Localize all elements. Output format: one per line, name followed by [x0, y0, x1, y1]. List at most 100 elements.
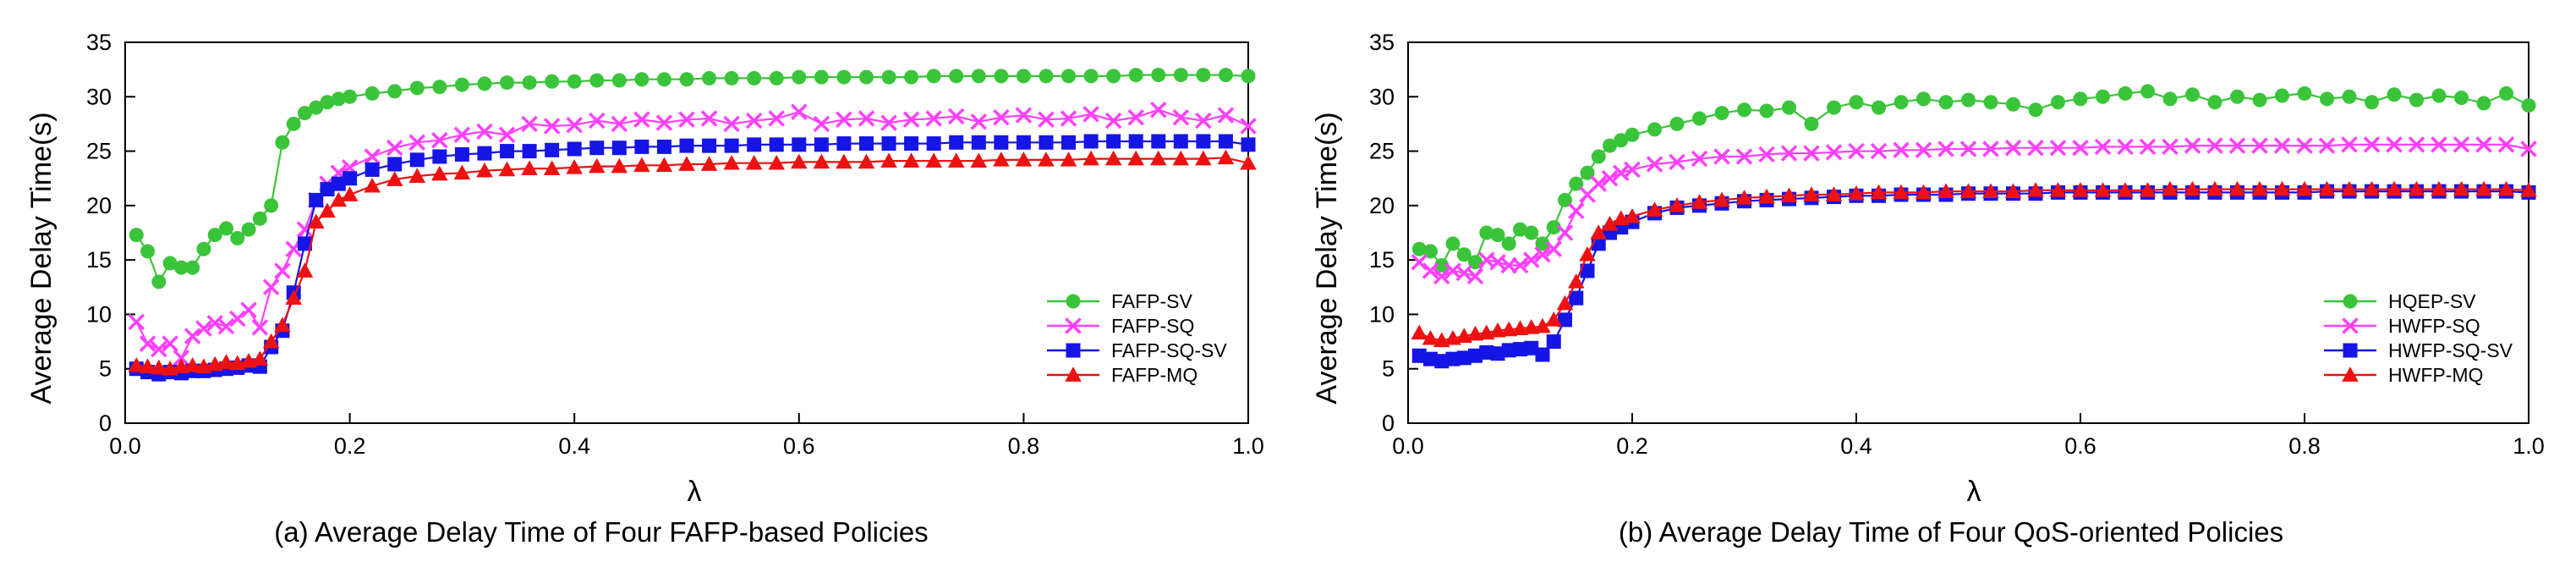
data-point: [185, 260, 200, 275]
data-point: [2431, 88, 2447, 103]
data-point: [836, 69, 852, 85]
data-point: [1128, 134, 1143, 149]
ytick-label: 5: [1382, 356, 1395, 382]
data-point: [453, 126, 471, 144]
data-point: [1804, 116, 1819, 131]
data-point: [2497, 180, 2515, 196]
data-point: [343, 89, 358, 104]
data-point: [1106, 134, 1121, 149]
data-point: [836, 111, 852, 129]
data-point: [1524, 225, 1539, 240]
data-point: [522, 144, 537, 159]
data-point: [1511, 256, 1529, 274]
data-point: [2028, 102, 2043, 118]
ytick-label: 30: [86, 84, 112, 109]
data-point: [1524, 340, 1539, 355]
data-point: [2206, 180, 2223, 196]
data-point: [1603, 138, 1617, 153]
data-point: [2117, 182, 2134, 197]
data-point: [1534, 245, 1551, 263]
data-point: [1893, 184, 1910, 200]
data-point: [2206, 137, 2223, 154]
data-point: [319, 202, 336, 218]
plot-frame-b: [1407, 41, 2529, 424]
data-point: [1545, 240, 1562, 258]
data-point: [1848, 185, 1865, 201]
data-point: [971, 135, 986, 150]
data-point: [2408, 136, 2425, 153]
data-point: [769, 137, 784, 152]
data-point: [1511, 320, 1529, 335]
data-point: [902, 152, 920, 168]
data-point: [1456, 350, 1472, 366]
data-point: [769, 70, 784, 85]
data-point: [307, 213, 325, 229]
data-point: [498, 161, 516, 177]
legend-label: HWFP-SQ-SV: [2388, 339, 2513, 361]
data-point: [2140, 84, 2155, 99]
data-point: [1692, 111, 1707, 126]
data-point: [139, 335, 156, 352]
data-point: [655, 114, 673, 131]
data-point: [2228, 180, 2246, 196]
ytick-label: 25: [86, 139, 112, 164]
data-point: [431, 165, 448, 181]
data-point: [588, 157, 606, 174]
data-point: [1240, 118, 1257, 135]
data-point: [2521, 98, 2536, 113]
data-point: [2365, 95, 2379, 110]
data-point: [2273, 180, 2291, 196]
data-point: [724, 70, 739, 85]
data-point: [386, 171, 403, 186]
data-point: [1782, 100, 1796, 115]
legend-label: FAFP-SQ-SV: [1111, 339, 1227, 361]
data-point: [1411, 348, 1427, 363]
data-point: [1523, 251, 1540, 268]
series-FAFP-SQ: [128, 101, 1257, 366]
data-point: [880, 114, 897, 131]
data-point: [2275, 88, 2289, 103]
data-point: [2162, 91, 2178, 107]
data-point: [925, 152, 942, 168]
data-point: [1241, 137, 1256, 152]
data-point: [2475, 180, 2492, 196]
data-point: [219, 221, 234, 236]
data-point: [1803, 186, 1820, 201]
data-point: [2228, 137, 2246, 154]
data-point: [1489, 322, 1506, 338]
data-point: [477, 146, 492, 161]
data-point: [1937, 183, 1954, 198]
data-point: [275, 135, 290, 150]
data-point: [858, 153, 875, 169]
data-point: [341, 186, 359, 201]
data-point: [409, 80, 425, 96]
data-point: [655, 157, 673, 173]
data-point: [926, 136, 941, 152]
data-point: [2252, 92, 2267, 107]
data-point: [1434, 354, 1450, 369]
data-point: [1423, 351, 1438, 366]
ytick-label: 35: [1369, 30, 1395, 55]
data-point: [881, 69, 896, 85]
data-point: [2476, 96, 2491, 111]
xtick-label: 0.2: [334, 433, 366, 459]
data-point: [813, 153, 830, 169]
data-point: [702, 138, 717, 153]
data-point: [949, 135, 964, 150]
data-point: [2072, 182, 2089, 197]
data-point: [925, 110, 942, 127]
data-point: [881, 136, 896, 152]
data-point: [2363, 180, 2381, 196]
data-point: [1735, 190, 1753, 205]
data-point: [2431, 136, 2447, 153]
xtick-label: 1.0: [2513, 433, 2545, 459]
legend-label: HQEP-SV: [2388, 290, 2476, 312]
data-point: [1127, 150, 1144, 166]
xtick-label: 0.4: [1840, 433, 1872, 459]
data-point: [633, 111, 650, 129]
data-point: [611, 73, 627, 88]
data-point: [1545, 311, 1563, 327]
